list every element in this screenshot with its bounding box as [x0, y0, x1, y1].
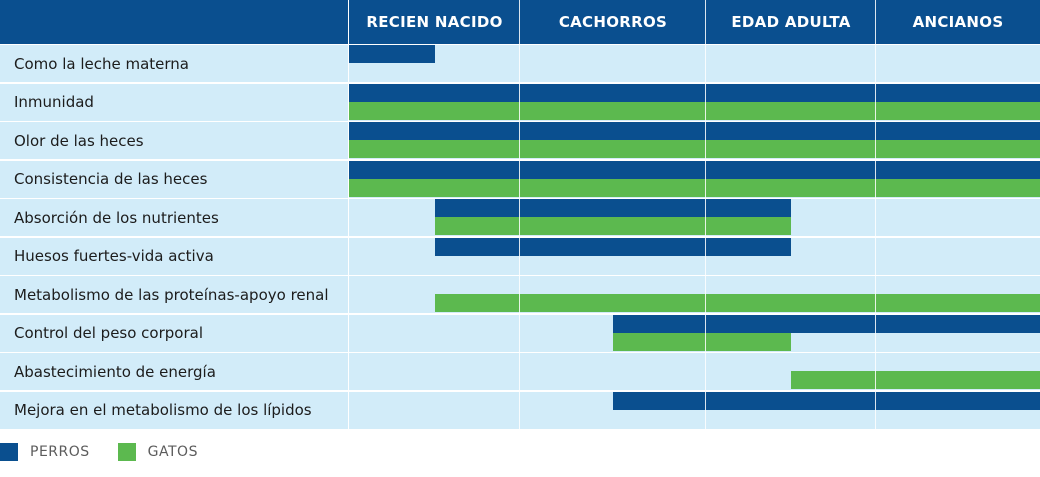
lifestage-benefit-chart: RECIEN NACIDO CACHORROS EDAD ADULTA ANCIANO…	[0, 0, 1040, 429]
row-label: Metabolismo de las proteínas-apoyo renal	[0, 276, 348, 313]
legend-item-gatos: GATOS	[117, 443, 198, 461]
bar-gatos	[349, 140, 1040, 158]
legend-swatch-gatos	[117, 443, 136, 461]
bar-perros	[434, 199, 791, 217]
stage-header-recien-nacido: RECIEN NACIDO	[366, 13, 503, 31]
row-label: Control del peso corporal	[0, 314, 348, 352]
bar-gatos	[791, 371, 1040, 389]
legend-label-perros: PERROS	[30, 444, 90, 460]
row-label: Mejora en el metabolismo de los lípidos	[0, 391, 348, 429]
legend-label-gatos: GATOS	[147, 444, 198, 460]
bar-perros	[613, 391, 1040, 410]
row-label: Inmunidad	[0, 83, 348, 121]
row-label: Consistencia de las heces	[0, 160, 348, 198]
row-label: Como la leche materna	[0, 45, 348, 82]
column-divider	[348, 0, 349, 429]
column-divider	[519, 0, 520, 429]
bar-perros	[349, 83, 1040, 102]
bar-gatos	[434, 217, 791, 235]
bar-gatos	[349, 178, 1040, 197]
legend-swatch-perros	[0, 443, 18, 461]
stage-header-edad-adulta: EDAD ADULTA	[731, 13, 851, 31]
header-bar	[0, 0, 1040, 44]
legend: PERROS GATOS	[0, 441, 226, 463]
bar-perros	[349, 45, 435, 63]
column-divider	[875, 0, 876, 429]
row-background	[349, 45, 1040, 82]
row-label: Abastecimiento de energía	[0, 353, 348, 390]
bar-gatos	[434, 294, 1040, 312]
bar-perros	[434, 237, 791, 256]
stage-header-ancianos: ANCIANOS	[912, 13, 1004, 31]
row-label: Absorción de los nutrientes	[0, 199, 348, 236]
bar-perros	[349, 160, 1040, 179]
legend-item-perros: PERROS	[0, 443, 90, 461]
bar-perros	[349, 122, 1040, 140]
bar-gatos	[613, 332, 791, 351]
column-divider	[705, 0, 706, 429]
bar-perros	[613, 314, 1040, 333]
row-label: Huesos fuertes-vida activa	[0, 237, 348, 275]
stage-header-cachorros: CACHORROS	[558, 13, 668, 31]
bar-gatos	[349, 101, 1040, 120]
row-label: Olor de las heces	[0, 122, 348, 159]
